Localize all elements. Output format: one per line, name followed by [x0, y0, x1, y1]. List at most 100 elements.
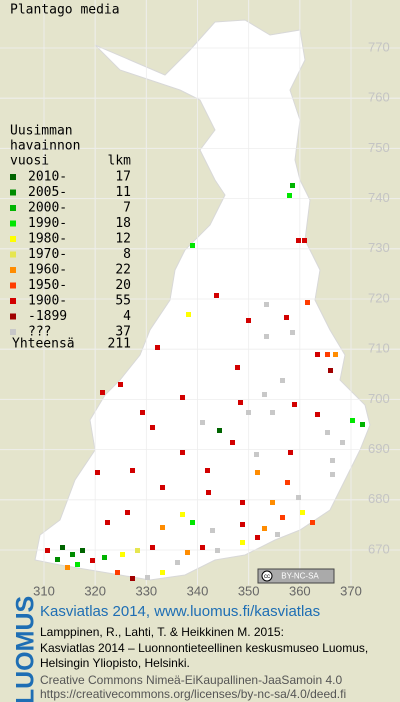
- occurrence-square: [280, 515, 285, 520]
- occurrence-square: [330, 472, 335, 477]
- occurrence-square: [270, 410, 275, 415]
- legend-count-heading: lkm: [108, 154, 132, 169]
- occurrence-square: [262, 526, 267, 531]
- occurrence-square: [315, 352, 320, 357]
- occurrence-square: [210, 528, 215, 533]
- occurrence-square: [205, 468, 210, 473]
- legend-swatch: [10, 205, 16, 211]
- footer-heading: Kasviatlas 2014, www.luomus.fi/kasviatla…: [40, 603, 320, 620]
- finland-outline: [34, 19, 371, 581]
- occurrence-square: [305, 300, 310, 305]
- legend-total: 211: [108, 337, 131, 352]
- citation: Helsingin Yliopisto, Helsinki.: [40, 656, 190, 670]
- occurrence-square: [160, 570, 165, 575]
- occurrence-square: [80, 548, 85, 553]
- occurrence-square: [254, 452, 259, 457]
- occurrence-square: [90, 558, 95, 563]
- legend-count: 4: [123, 309, 131, 324]
- occurrence-square: [288, 450, 293, 455]
- y-tick-label: 760: [368, 90, 390, 105]
- legend-label: -1899: [28, 309, 67, 324]
- occurrence-square: [264, 334, 269, 339]
- legend-label: 1980-: [28, 232, 67, 247]
- legend-label: 2005-: [28, 185, 67, 200]
- occurrence-square: [325, 430, 330, 435]
- occurrence-square: [55, 557, 60, 562]
- legend-label: 1970-: [28, 247, 67, 262]
- legend-label: ???: [28, 325, 51, 340]
- occurrence-square: [185, 550, 190, 555]
- occurrence-square: [206, 490, 211, 495]
- occurrence-square: [296, 495, 301, 500]
- occurrence-square: [115, 570, 120, 575]
- legend-label: 1900-: [28, 294, 67, 309]
- x-tick-label: 340: [187, 583, 209, 598]
- occurrence-square: [255, 470, 260, 475]
- legend-label: 1960-: [28, 263, 67, 278]
- legend-count: 37: [115, 325, 131, 340]
- legend-swatch: [10, 313, 16, 320]
- occurrence-square: [333, 352, 338, 357]
- occurrence-square: [65, 565, 70, 570]
- occurrence-square: [296, 238, 301, 243]
- occurrence-square: [230, 440, 235, 445]
- occurrence-square: [290, 183, 295, 188]
- y-tick-label: 680: [368, 491, 390, 506]
- x-tick-label: 350: [238, 583, 260, 598]
- citation: Kasviatlas 2014 – Luonnontieteellinen ke…: [40, 641, 368, 655]
- y-tick-label: 670: [368, 541, 390, 556]
- occurrence-square: [155, 345, 160, 350]
- axis-labels: 310 320 330 340 350 360 3706706806907007107207…: [33, 39, 390, 598]
- grid-overlay: [0, 0, 400, 585]
- legend-count: 11: [115, 185, 131, 200]
- occurrence-square: [145, 575, 150, 580]
- occurrence-square: [302, 238, 307, 243]
- legend-label: 1990-: [28, 216, 67, 231]
- occurrence-square: [45, 548, 50, 553]
- legend-count: 8: [123, 247, 131, 262]
- legend-heading: vuosi: [10, 154, 49, 169]
- x-tick-label: 330: [135, 583, 157, 598]
- occurrence-square: [328, 368, 333, 373]
- occurrence-square: [180, 395, 185, 400]
- occurrence-square: [120, 552, 125, 557]
- y-tick-label: 740: [368, 190, 390, 205]
- x-tick-label: 320: [84, 583, 106, 598]
- legend-heading: havainnon: [10, 139, 80, 154]
- occurrence-square: [135, 548, 140, 553]
- legend-count: 20: [115, 278, 131, 293]
- occurrence-square: [125, 510, 130, 515]
- occurrence-square: [190, 520, 195, 525]
- occurrence-square: [262, 392, 267, 397]
- occurrence-square: [246, 318, 251, 323]
- legend-count: 55: [115, 294, 131, 309]
- occurrence-square: [215, 548, 220, 553]
- occurrence-square: [264, 302, 269, 307]
- occurrence-square: [140, 410, 145, 415]
- occurrence-square: [240, 540, 245, 545]
- legend-label: 1950-: [28, 278, 67, 293]
- occurrence-square: [130, 576, 135, 581]
- y-tick-label: 690: [368, 441, 390, 456]
- occurrence-square: [180, 450, 185, 455]
- occurrence-square: [180, 512, 185, 517]
- occurrence-square: [214, 293, 219, 298]
- x-tick-label: 310: [33, 583, 55, 598]
- legend-label: 2000-: [28, 201, 67, 216]
- legend-count: 18: [115, 216, 131, 231]
- license: https://creativecommons.org/licenses/by-…: [40, 687, 346, 701]
- legend-swatch: [10, 236, 16, 242]
- occurrence-square: [102, 555, 107, 560]
- occurrence-square: [105, 520, 110, 525]
- legend-count: 12: [115, 232, 131, 247]
- legend-swatch: [10, 329, 16, 335]
- occurrence-square: [200, 420, 205, 425]
- occurrence-square: [275, 532, 280, 537]
- occurrence-square: [270, 500, 275, 505]
- legend-swatch: [10, 267, 16, 273]
- y-tick-label: 700: [368, 391, 390, 406]
- title: Plantago media: [10, 3, 120, 18]
- license-badge: cc BY-NC-SA: [257, 568, 335, 584]
